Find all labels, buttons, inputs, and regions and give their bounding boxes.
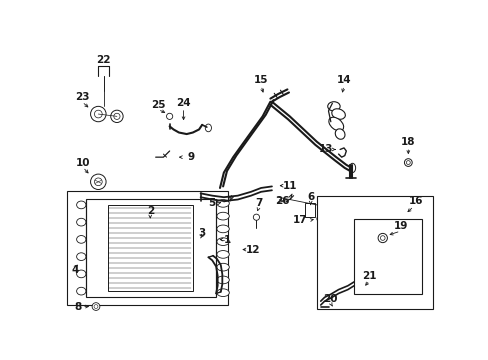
Circle shape (110, 110, 123, 122)
Ellipse shape (331, 109, 345, 119)
Ellipse shape (217, 212, 229, 220)
Circle shape (92, 303, 100, 310)
Text: 13: 13 (318, 144, 333, 154)
Circle shape (406, 161, 409, 165)
Ellipse shape (327, 102, 340, 111)
Text: 24: 24 (176, 98, 190, 108)
Text: 12: 12 (245, 244, 260, 255)
Bar (353, 219, 422, 294)
Ellipse shape (217, 251, 229, 258)
Text: 10: 10 (76, 158, 90, 167)
Ellipse shape (217, 225, 229, 233)
Text: 7: 7 (255, 198, 262, 208)
Ellipse shape (77, 235, 86, 243)
Circle shape (114, 113, 120, 120)
Text: 9: 9 (187, 152, 195, 162)
Text: 15: 15 (253, 75, 268, 85)
Text: 25: 25 (150, 100, 165, 110)
Bar (86, 199, 216, 297)
Circle shape (90, 106, 106, 122)
Circle shape (90, 174, 106, 189)
Text: 19: 19 (392, 221, 407, 231)
Circle shape (94, 305, 98, 309)
Text: 17: 17 (292, 215, 306, 225)
Ellipse shape (77, 253, 86, 261)
Ellipse shape (217, 238, 229, 246)
Ellipse shape (77, 287, 86, 295)
Ellipse shape (217, 276, 229, 284)
Ellipse shape (217, 289, 229, 297)
Circle shape (377, 233, 386, 243)
Text: 11: 11 (282, 181, 296, 191)
Text: 1: 1 (223, 235, 230, 244)
Text: 6: 6 (306, 192, 314, 202)
Ellipse shape (349, 163, 355, 172)
Circle shape (253, 214, 259, 220)
Text: 2: 2 (146, 206, 154, 216)
Circle shape (166, 113, 172, 120)
Text: 20: 20 (323, 294, 337, 304)
Text: 18: 18 (400, 137, 415, 147)
Ellipse shape (77, 201, 86, 209)
Text: 8: 8 (74, 302, 81, 311)
Circle shape (404, 159, 411, 166)
Ellipse shape (217, 263, 229, 271)
Text: 26: 26 (274, 196, 289, 206)
Circle shape (94, 110, 102, 118)
Text: 21: 21 (362, 271, 376, 281)
Bar (67, 191, 227, 305)
Ellipse shape (335, 129, 344, 139)
Text: 16: 16 (408, 196, 423, 206)
Ellipse shape (217, 199, 229, 207)
Circle shape (316, 216, 323, 222)
Text: 23: 23 (75, 92, 89, 102)
Circle shape (380, 236, 384, 240)
Ellipse shape (77, 218, 86, 226)
Text: 14: 14 (336, 75, 350, 85)
Ellipse shape (205, 124, 211, 132)
Circle shape (94, 178, 102, 186)
Ellipse shape (77, 270, 86, 278)
Bar (316, 195, 432, 309)
Text: 4: 4 (71, 265, 79, 275)
Ellipse shape (328, 117, 343, 131)
Bar (107, 205, 192, 291)
Text: 5: 5 (208, 198, 215, 208)
Text: 3: 3 (198, 228, 205, 238)
Text: 22: 22 (96, 55, 111, 65)
Bar (305, 203, 314, 217)
